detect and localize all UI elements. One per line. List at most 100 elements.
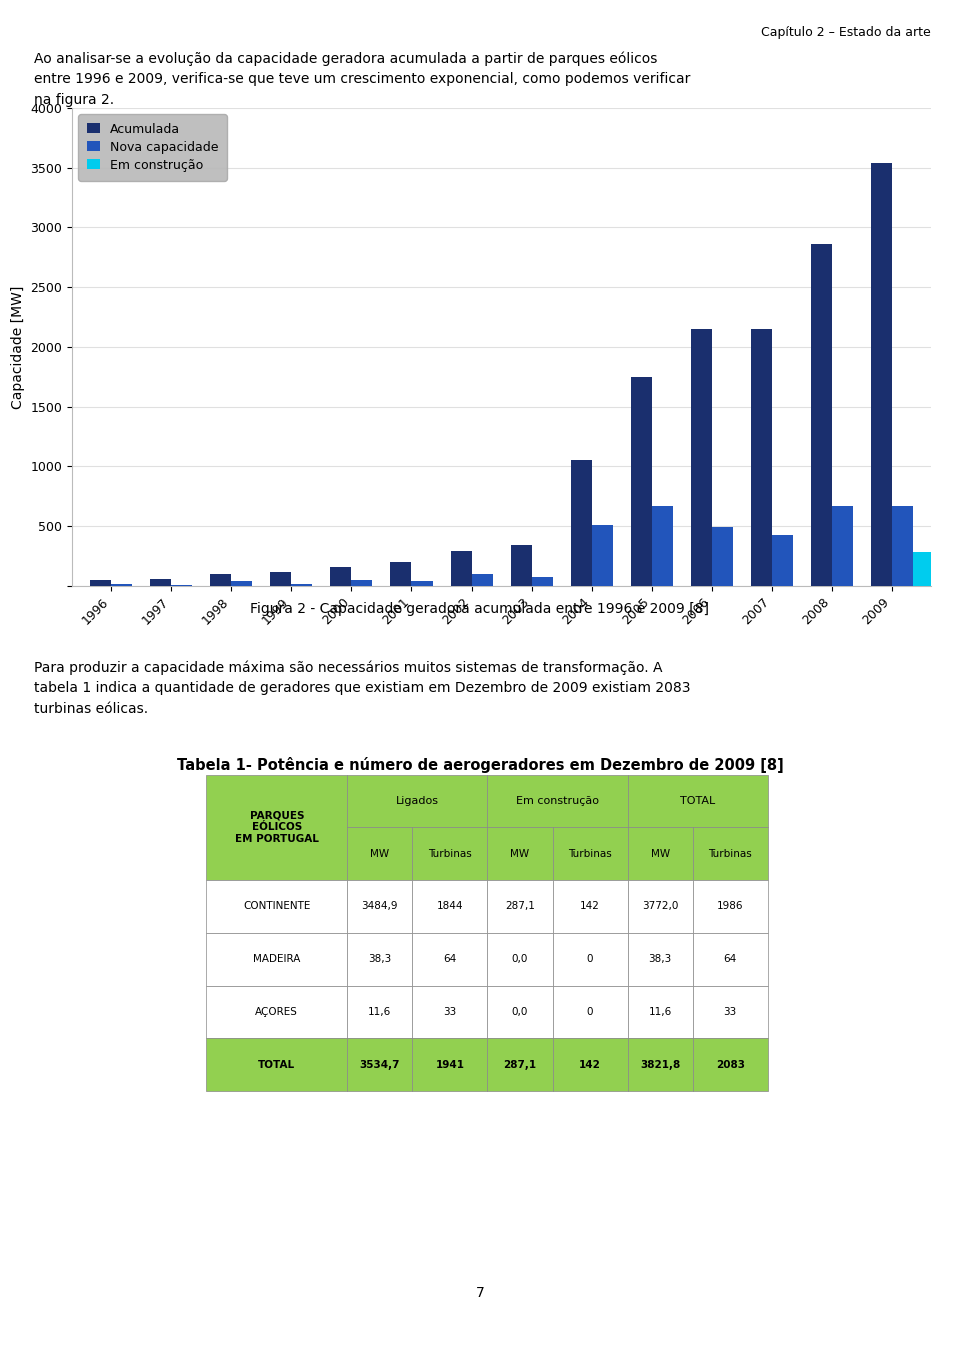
Text: AÇORES: AÇORES <box>255 1008 299 1017</box>
Text: 11,6: 11,6 <box>368 1008 392 1017</box>
Text: Turbinas: Turbinas <box>568 849 612 858</box>
Bar <box>488 1039 553 1091</box>
Text: Ligados: Ligados <box>396 796 439 806</box>
Text: 142: 142 <box>579 1060 601 1070</box>
Bar <box>412 932 488 986</box>
Bar <box>412 986 488 1039</box>
Bar <box>553 880 628 932</box>
Bar <box>111 583 132 586</box>
Text: 38,3: 38,3 <box>649 954 672 964</box>
Bar <box>330 567 351 586</box>
Bar <box>291 583 312 586</box>
Text: turbinas eólicas.: turbinas eólicas. <box>34 702 148 715</box>
Bar <box>693 932 768 986</box>
Y-axis label: Capacidade [MW]: Capacidade [MW] <box>11 286 25 408</box>
Bar <box>210 574 231 586</box>
Bar <box>348 775 488 827</box>
Text: 3484,9: 3484,9 <box>362 901 398 912</box>
Bar <box>206 1039 348 1091</box>
Bar <box>871 163 892 586</box>
Bar <box>488 986 553 1039</box>
Bar <box>231 581 252 586</box>
Text: 7: 7 <box>475 1286 485 1300</box>
Bar <box>628 880 693 932</box>
Text: na figura 2.: na figura 2. <box>34 93 113 106</box>
Text: Em construção: Em construção <box>516 796 599 806</box>
Bar <box>628 932 693 986</box>
Text: MW: MW <box>651 849 670 858</box>
Text: Para produzir a capacidade máxima são necessários muitos sistemas de transformaç: Para produzir a capacidade máxima são ne… <box>34 660 662 675</box>
Text: 33: 33 <box>724 1008 737 1017</box>
Bar <box>351 581 372 586</box>
Bar <box>628 1039 693 1091</box>
Text: 1844: 1844 <box>437 901 463 912</box>
Bar <box>511 546 532 586</box>
Bar <box>206 880 348 932</box>
Bar <box>348 932 412 986</box>
Text: CONTINENTE: CONTINENTE <box>243 901 310 912</box>
Text: 142: 142 <box>580 901 600 912</box>
Bar <box>488 880 553 932</box>
Bar <box>348 827 412 880</box>
Bar <box>553 1039 628 1091</box>
Text: 287,1: 287,1 <box>503 1060 537 1070</box>
Bar <box>591 525 612 586</box>
Bar <box>488 932 553 986</box>
Text: 1986: 1986 <box>717 901 743 912</box>
Bar <box>412 581 433 586</box>
Bar <box>450 551 471 586</box>
Text: TOTAL: TOTAL <box>258 1060 296 1070</box>
Bar <box>150 579 171 586</box>
Bar <box>348 1039 412 1091</box>
Bar <box>412 827 488 880</box>
Text: 1941: 1941 <box>435 1060 465 1070</box>
Bar <box>628 827 693 880</box>
Text: MADEIRA: MADEIRA <box>253 954 300 964</box>
Text: 3821,8: 3821,8 <box>640 1060 681 1070</box>
Bar <box>772 535 793 586</box>
Text: entre 1996 e 2009, verifica-se que teve um crescimento exponencial, como podemos: entre 1996 e 2009, verifica-se que teve … <box>34 71 690 86</box>
Bar <box>488 775 628 827</box>
Text: 0: 0 <box>587 954 593 964</box>
Bar <box>913 552 934 586</box>
Text: 11,6: 11,6 <box>649 1008 672 1017</box>
Text: tabela 1 indica a quantidade de geradores que existiam em Dezembro de 2009 exist: tabela 1 indica a quantidade de geradore… <box>34 682 690 695</box>
Bar <box>693 986 768 1039</box>
Bar <box>691 329 712 586</box>
Text: TOTAL: TOTAL <box>680 796 715 806</box>
Text: Tabela 1- Potência e número de aerogeradores em Dezembro de 2009 [8]: Tabela 1- Potência e número de aerogerad… <box>177 757 783 773</box>
Text: 64: 64 <box>444 954 456 964</box>
Bar <box>488 827 553 880</box>
Text: Figura 2 - Capacidade geradora acumulada entre 1996 e 2009 [8]: Figura 2 - Capacidade geradora acumulada… <box>251 602 709 616</box>
Text: Ao analisar-se a evolução da capacidade geradora acumulada a partir de parques e: Ao analisar-se a evolução da capacidade … <box>34 51 657 66</box>
Text: 3534,7: 3534,7 <box>359 1060 400 1070</box>
Bar <box>471 574 492 586</box>
Text: 2083: 2083 <box>716 1060 745 1070</box>
Text: 0,0: 0,0 <box>512 954 528 964</box>
Text: PARQUES
EÓLICOS
EM PORTUGAL: PARQUES EÓLICOS EM PORTUGAL <box>235 811 319 843</box>
Bar <box>693 880 768 932</box>
Text: MW: MW <box>371 849 390 858</box>
Text: 3772,0: 3772,0 <box>642 901 679 912</box>
Bar <box>751 329 772 586</box>
Bar <box>892 506 913 586</box>
Bar <box>693 827 768 880</box>
Text: 33: 33 <box>444 1008 456 1017</box>
Bar <box>628 986 693 1039</box>
Bar <box>206 775 348 880</box>
Bar <box>391 562 412 586</box>
Text: 0: 0 <box>587 1008 593 1017</box>
Text: 38,3: 38,3 <box>368 954 392 964</box>
Bar <box>652 506 673 586</box>
Bar <box>206 986 348 1039</box>
Text: Turbinas: Turbinas <box>708 849 752 858</box>
Bar <box>811 244 832 586</box>
Bar <box>271 572 291 586</box>
Bar <box>712 528 732 586</box>
Bar <box>570 461 591 586</box>
Bar <box>206 932 348 986</box>
Bar <box>90 579 111 586</box>
Bar <box>412 1039 488 1091</box>
Bar <box>628 775 768 827</box>
Bar <box>832 506 853 586</box>
